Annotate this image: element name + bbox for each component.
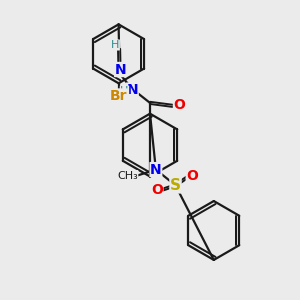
Text: N: N	[150, 163, 162, 177]
Text: S: S	[170, 178, 181, 193]
Text: O: O	[186, 169, 198, 182]
Text: H: H	[120, 86, 129, 96]
Text: Br: Br	[110, 89, 127, 103]
Text: O: O	[151, 183, 163, 197]
Text: CH₃: CH₃	[117, 170, 138, 181]
Text: N: N	[127, 83, 138, 97]
Text: N: N	[115, 62, 126, 76]
Text: O: O	[173, 98, 185, 112]
Text: H: H	[111, 40, 119, 50]
